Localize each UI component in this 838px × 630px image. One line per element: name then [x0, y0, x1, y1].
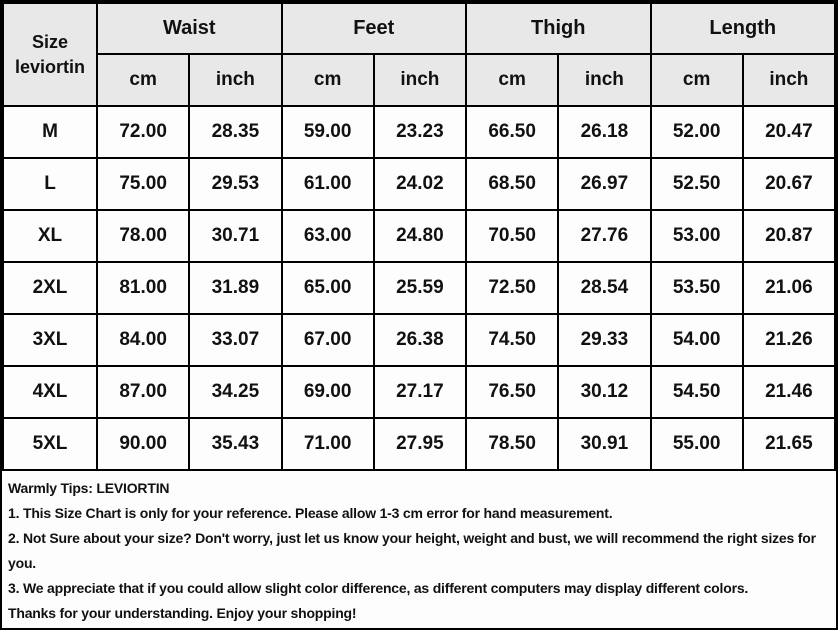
measurement-cell: 31.89	[188, 261, 283, 315]
measurement-cell: 21.46	[741, 365, 836, 419]
size-row-label: L	[2, 157, 98, 211]
measurement-cell: 90.00	[95, 417, 191, 471]
measurement-cell: 21.65	[741, 417, 836, 471]
measurement-cell: 23.23	[372, 105, 468, 159]
table-row: 5XL 90.00 35.43 71.00 27.95 78.50 30.91 55.00 21…	[2, 417, 836, 471]
measurement-cell: 54.50	[649, 365, 744, 419]
measurement-cell: 34.25	[188, 365, 283, 419]
measurement-cell: 55.00	[649, 417, 744, 471]
tips-closing: Thanks for your understanding. Enjoy you…	[8, 605, 357, 621]
group-header-thigh: Thigh	[465, 2, 652, 55]
table-row: L 75.00 29.53 61.00 24.02 68.50 26.97 52.50 20.6…	[2, 157, 836, 211]
unit-header-feet-inch: inch	[372, 53, 468, 107]
measurement-cell: 20.47	[741, 105, 836, 159]
measurement-cell: 71.00	[280, 417, 375, 471]
group-header-waist: Waist	[96, 2, 283, 55]
measurement-cell: 29.33	[557, 313, 652, 367]
size-table-body: M 72.00 28.35 59.00 23.23 66.50 26.18 52.00 20.4…	[2, 105, 836, 471]
group-header-length: Length	[649, 2, 836, 55]
table-row: 4XL 87.00 34.25 69.00 27.17 76.50 30.12 54.50 21…	[2, 365, 836, 419]
measurement-cell: 20.87	[741, 209, 836, 263]
measurement-cell: 30.12	[557, 365, 652, 419]
measurement-cell: 67.00	[280, 313, 375, 367]
size-row-label: XL	[2, 209, 98, 263]
tips-line-3: 3. We appreciate that if you could allow…	[8, 580, 749, 596]
measurement-cell: 87.00	[95, 365, 191, 419]
measurement-cell: 66.50	[464, 105, 560, 159]
measurement-cell: 63.00	[280, 209, 375, 263]
measurement-cell: 74.50	[464, 313, 560, 367]
unit-header-feet-cm: cm	[280, 53, 375, 107]
measurement-cell: 75.00	[95, 157, 191, 211]
measurement-cell: 72.00	[95, 105, 191, 159]
unit-header-waist-cm: cm	[95, 53, 191, 107]
measurement-cell: 78.50	[464, 417, 560, 471]
measurement-cell: 84.00	[95, 313, 191, 367]
size-row-label: 5XL	[2, 417, 98, 471]
size-row-label: M	[2, 105, 98, 159]
measurement-cell: 65.00	[280, 261, 375, 315]
measurement-cell: 35.43	[188, 417, 283, 471]
table-row: 3XL 84.00 33.07 67.00 26.38 74.50 29.33 54.00 21…	[2, 313, 836, 367]
measurement-cell: 70.50	[464, 209, 560, 263]
table-row: XL 78.00 30.71 63.00 24.80 70.50 27.76 53.00 20.…	[2, 209, 836, 263]
size-column-header: Size leviortin	[2, 2, 98, 107]
tips-line-1: 1. This Size Chart is only for your refe…	[8, 505, 613, 521]
table-row: M 72.00 28.35 59.00 23.23 66.50 26.18 52.00 20.4…	[2, 105, 836, 159]
measurement-cell: 29.53	[188, 157, 283, 211]
measurement-cell: 21.26	[741, 313, 836, 367]
measurement-cell: 33.07	[188, 313, 283, 367]
measurement-cell: 28.35	[188, 105, 283, 159]
unit-header-thigh-cm: cm	[464, 53, 560, 107]
size-row-label: 3XL	[2, 313, 98, 367]
size-chart-table: Size leviortin Waist Feet Thigh Length c…	[2, 2, 836, 471]
measurement-cell: 69.00	[280, 365, 375, 419]
measurement-cell: 53.00	[649, 209, 744, 263]
measurement-cell: 54.00	[649, 313, 744, 367]
measurement-cell: 25.59	[372, 261, 468, 315]
tips-line-2: 2. Not Sure about your size? Don't worry…	[8, 530, 816, 571]
table-header-group-row: Size leviortin Waist Feet Thigh Length	[2, 2, 836, 107]
measurement-cell: 30.91	[557, 417, 652, 471]
measurement-cell: 30.71	[188, 209, 283, 263]
measurement-cell: 52.00	[649, 105, 744, 159]
measurement-cell: 26.18	[557, 105, 652, 159]
size-row-label: 4XL	[2, 365, 98, 419]
measurement-cell: 28.54	[557, 261, 652, 315]
measurement-cell: 24.80	[372, 209, 468, 263]
unit-header-thigh-inch: inch	[557, 53, 652, 107]
unit-header-length-cm: cm	[649, 53, 744, 107]
measurement-cell: 78.00	[95, 209, 191, 263]
measurement-cell: 52.50	[649, 157, 744, 211]
measurement-cell: 27.95	[372, 417, 468, 471]
table-row: 2XL 81.00 31.89 65.00 25.59 72.50 28.54 53.50 21…	[2, 261, 836, 315]
measurement-cell: 27.76	[557, 209, 652, 263]
measurement-cell: 20.67	[741, 157, 836, 211]
table-header-unit-row: cm inch cm inch cm inch cm inch	[3, 53, 836, 107]
tips-title: Warmly Tips: LEVIORTIN	[8, 480, 170, 496]
measurement-cell: 61.00	[280, 157, 375, 211]
measurement-cell: 53.50	[649, 261, 744, 315]
measurement-cell: 21.06	[741, 261, 836, 315]
unit-header-length-inch: inch	[741, 53, 836, 107]
measurement-cell: 59.00	[280, 105, 375, 159]
warmly-tips: Warmly Tips: LEVIORTIN 1. This Size Char…	[2, 471, 836, 626]
measurement-cell: 27.17	[372, 365, 468, 419]
measurement-cell: 76.50	[464, 365, 560, 419]
measurement-cell: 72.50	[464, 261, 560, 315]
measurement-cell: 68.50	[464, 157, 560, 211]
size-row-label: 2XL	[2, 261, 98, 315]
group-header-feet: Feet	[280, 2, 467, 55]
measurement-cell: 81.00	[95, 261, 191, 315]
measurement-cell: 26.97	[557, 157, 652, 211]
measurement-cell: 24.02	[372, 157, 468, 211]
measurement-cell: 26.38	[372, 313, 468, 367]
unit-header-waist-inch: inch	[188, 53, 283, 107]
